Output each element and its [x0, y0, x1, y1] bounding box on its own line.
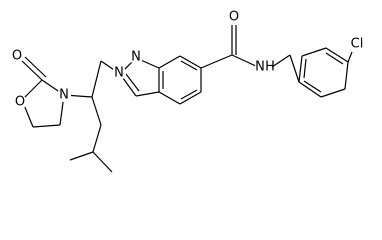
bond	[347, 51, 353, 63]
bond	[180, 60, 198, 71]
bond	[180, 89, 198, 100]
bond	[91, 96, 102, 126]
bond	[32, 124, 61, 128]
atom-label: N	[131, 50, 141, 65]
bond	[200, 54, 233, 69]
bond	[325, 52, 344, 65]
bond	[289, 54, 300, 83]
atom-label: N	[255, 60, 265, 75]
bond	[344, 61, 349, 90]
bond	[92, 151, 113, 173]
label-mask	[227, 10, 241, 24]
bond	[303, 80, 322, 93]
label-mask	[10, 49, 24, 63]
bond	[298, 81, 322, 98]
bond	[179, 55, 202, 69]
bond	[179, 91, 202, 105]
bond	[92, 124, 102, 153]
bond	[69, 151, 94, 161]
bond	[158, 55, 181, 69]
bond	[91, 60, 102, 98]
atom-label: O	[12, 49, 22, 64]
atom-label: Cl	[351, 37, 364, 52]
label-mask	[57, 88, 71, 102]
atom-label: N	[114, 66, 124, 81]
label-mask	[349, 36, 365, 52]
label-mask	[112, 66, 126, 80]
atom-labels: O O N N N O N H Cl	[10, 10, 365, 110]
bond	[24, 56, 47, 78]
atom-label: H	[265, 60, 275, 75]
bond	[298, 55, 303, 83]
bond	[320, 88, 346, 98]
bond	[231, 54, 259, 68]
bond	[125, 73, 140, 92]
bond	[303, 58, 307, 79]
bond	[135, 91, 160, 97]
label-mask	[255, 59, 271, 75]
bonds	[20, 25, 353, 173]
label-mask	[129, 50, 143, 64]
atom-label: O	[15, 95, 25, 110]
label-mask	[13, 95, 27, 109]
bond	[325, 47, 349, 63]
bond	[301, 47, 327, 57]
bond	[271, 54, 291, 68]
atom-label: O	[229, 10, 239, 25]
bond	[21, 79, 43, 101]
bond	[158, 91, 181, 105]
bond	[20, 59, 43, 81]
atom-label: N	[59, 88, 69, 103]
molecule-diagram: O O N N N O N H Cl	[10, 10, 365, 173]
